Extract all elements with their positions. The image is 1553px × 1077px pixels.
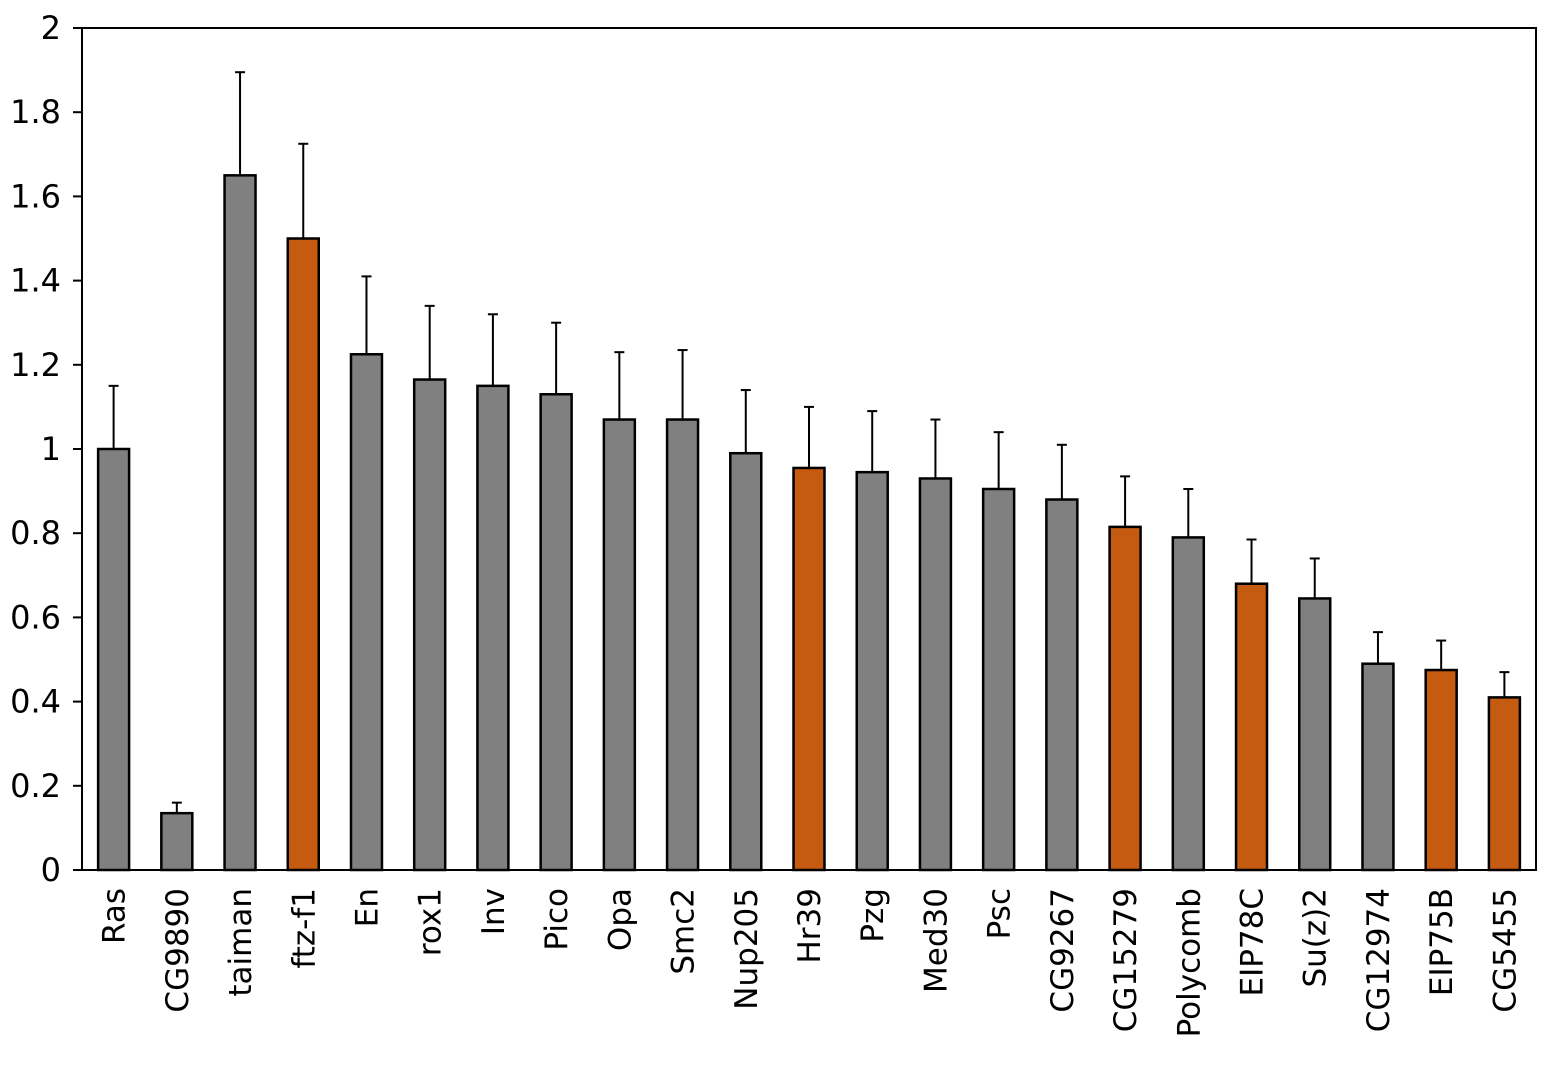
x-category-label: CG5455 (1487, 888, 1523, 1013)
plot-area: 0 0.2 0.4 0.6 0.8 1 1.2 1.4 1.6 1.8 2 Ras CG9890 taim… (10, 9, 1537, 1037)
bar (729, 451, 763, 872)
y-tick-label: 0.6 (10, 598, 61, 636)
bar (1171, 536, 1206, 872)
y-tick-label: 0.2 (10, 767, 61, 805)
bar (792, 466, 826, 872)
bar (1298, 597, 1332, 872)
bar (1234, 582, 1269, 872)
x-category-label: CG15279 (1108, 888, 1144, 1032)
x-category-label: Hr39 (792, 888, 828, 964)
bar (286, 237, 320, 872)
bar (1108, 525, 1142, 872)
bar (918, 477, 953, 872)
x-category-label: EIP75B (1424, 888, 1460, 996)
x-category-label: ftz-f1 (286, 888, 322, 969)
bar (665, 418, 700, 872)
y-tick-label: 1.4 (10, 262, 61, 300)
y-tick-label: 0.4 (10, 683, 61, 721)
x-category-label: Opa (602, 888, 638, 951)
x-category-label: Psc (982, 888, 1018, 939)
bar (349, 353, 384, 872)
x-category-label: En (349, 888, 385, 927)
bar (476, 384, 510, 872)
bar (1361, 662, 1395, 872)
x-category-label: Ras (97, 888, 133, 944)
bar (981, 487, 1016, 872)
x-category-label: CG9890 (160, 888, 196, 1013)
y-tick-label: 1.8 (10, 93, 61, 131)
bar (412, 378, 447, 872)
y-tick-label: 1.6 (10, 177, 61, 215)
bar (160, 811, 194, 872)
x-category-label: CG12974 (1361, 888, 1397, 1032)
x-category-label: Su(z)2 (1298, 888, 1334, 988)
x-category-label: Pzg (855, 888, 891, 943)
bar (96, 447, 131, 872)
x-category-label: CG9267 (1045, 888, 1081, 1013)
x-category-label: EIP78C (1235, 888, 1271, 997)
x-category-label: Pico (539, 888, 575, 951)
y-tick-label: 0 (41, 851, 61, 889)
y-tick-label: 0.8 (10, 514, 61, 552)
x-category-label: Nup205 (729, 888, 765, 1010)
x-category-label: Inv (476, 888, 512, 935)
bar (602, 418, 637, 872)
x-category-label: rox1 (413, 888, 449, 956)
x-category-label: Smc2 (666, 888, 702, 975)
bar (539, 393, 573, 872)
x-category-label: Polycomb (1171, 888, 1207, 1037)
bar (855, 470, 889, 872)
x-category-label: taiman (223, 888, 259, 997)
bar (1487, 696, 1522, 872)
bar (1424, 668, 1458, 872)
x-category-label: Med30 (918, 888, 954, 993)
y-tick-label: 2 (41, 9, 61, 47)
y-tick-label: 1.2 (10, 346, 61, 384)
bar (1045, 498, 1079, 872)
y-tick-label: 1 (41, 430, 61, 468)
bar (223, 174, 257, 872)
